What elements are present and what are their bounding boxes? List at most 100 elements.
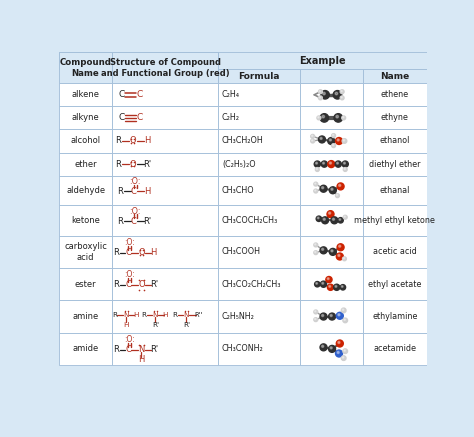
- Bar: [300, 106, 363, 129]
- Text: R': R': [152, 322, 159, 328]
- Bar: [112, 106, 218, 129]
- Bar: [218, 153, 300, 176]
- Text: amine: amine: [73, 312, 99, 321]
- Text: R: R: [113, 345, 119, 354]
- Text: Structure of Compound
and Functional Group (red): Structure of Compound and Functional Gro…: [101, 58, 229, 77]
- Bar: [300, 236, 363, 268]
- Circle shape: [319, 90, 322, 94]
- Circle shape: [332, 134, 336, 138]
- Circle shape: [328, 313, 336, 320]
- Text: :O:: :O:: [129, 177, 141, 186]
- Text: diethyl ether: diethyl ether: [369, 160, 420, 169]
- Circle shape: [338, 314, 340, 316]
- Bar: [363, 69, 427, 83]
- Bar: [363, 106, 427, 129]
- Circle shape: [314, 310, 318, 314]
- Circle shape: [320, 247, 327, 254]
- Circle shape: [341, 90, 342, 92]
- Circle shape: [338, 341, 340, 343]
- Text: acetamide: acetamide: [374, 344, 416, 354]
- Text: H: H: [144, 187, 150, 195]
- Circle shape: [315, 244, 316, 245]
- Bar: [112, 268, 218, 300]
- Circle shape: [335, 285, 337, 287]
- Text: H: H: [144, 136, 150, 146]
- Bar: [363, 83, 427, 106]
- Circle shape: [343, 215, 347, 219]
- Text: R: R: [115, 136, 121, 146]
- Circle shape: [323, 162, 325, 164]
- Circle shape: [335, 161, 341, 167]
- Circle shape: [343, 117, 344, 118]
- Text: ethyl acetate: ethyl acetate: [368, 280, 421, 289]
- Circle shape: [337, 183, 344, 190]
- Bar: [300, 176, 363, 205]
- Bar: [59, 268, 112, 300]
- Bar: [218, 52, 427, 69]
- Bar: [112, 300, 218, 333]
- Text: Formula: Formula: [238, 72, 280, 81]
- Bar: [300, 83, 363, 106]
- Text: O: O: [138, 248, 145, 257]
- Text: CH₃CHO: CH₃CHO: [222, 186, 255, 195]
- Text: O: O: [138, 281, 145, 289]
- Circle shape: [311, 135, 315, 138]
- Text: ketone: ketone: [71, 216, 100, 225]
- Text: methyl ethyl ketone: methyl ethyl ketone: [355, 216, 435, 225]
- Text: C: C: [125, 281, 131, 289]
- Text: :O:: :O:: [124, 271, 135, 280]
- Text: R': R': [183, 322, 190, 328]
- Circle shape: [319, 97, 320, 98]
- Circle shape: [332, 144, 336, 148]
- Bar: [218, 333, 300, 365]
- Circle shape: [342, 357, 344, 358]
- Bar: [59, 236, 112, 268]
- Circle shape: [316, 283, 318, 284]
- Circle shape: [319, 90, 320, 92]
- Circle shape: [311, 139, 315, 143]
- Bar: [218, 83, 300, 106]
- Bar: [218, 69, 300, 83]
- Circle shape: [340, 90, 344, 94]
- Bar: [300, 69, 363, 83]
- Text: ethyne: ethyne: [381, 113, 409, 122]
- Bar: [363, 205, 427, 236]
- Bar: [59, 52, 218, 69]
- Text: amide: amide: [73, 344, 99, 354]
- Circle shape: [328, 212, 331, 214]
- Bar: [59, 205, 112, 236]
- Bar: [59, 333, 112, 365]
- Circle shape: [327, 211, 334, 218]
- Text: C₂H₂: C₂H₂: [222, 113, 240, 122]
- Circle shape: [315, 183, 316, 184]
- Text: :O:: :O:: [124, 335, 135, 344]
- Text: R': R': [144, 217, 152, 225]
- Text: R: R: [115, 160, 121, 169]
- Circle shape: [333, 90, 342, 99]
- Text: Name: Name: [380, 72, 410, 81]
- Circle shape: [341, 97, 342, 98]
- Circle shape: [329, 285, 331, 287]
- Text: C₂H₅NH₂: C₂H₅NH₂: [222, 312, 255, 321]
- Circle shape: [321, 90, 329, 99]
- Text: R: R: [141, 312, 146, 318]
- Bar: [112, 52, 218, 83]
- Text: N: N: [123, 312, 128, 318]
- Bar: [59, 83, 112, 106]
- Circle shape: [337, 253, 343, 260]
- Circle shape: [330, 347, 332, 349]
- Text: C: C: [125, 345, 131, 354]
- Text: alcohol: alcohol: [71, 136, 100, 146]
- Bar: [218, 129, 300, 153]
- Text: Compound
Name: Compound Name: [60, 58, 111, 77]
- Text: R'': R'': [194, 312, 203, 318]
- Text: CH₃COOH: CH₃COOH: [222, 247, 261, 257]
- Text: O: O: [129, 160, 136, 169]
- Circle shape: [338, 184, 341, 187]
- Text: R: R: [112, 312, 117, 318]
- Circle shape: [326, 277, 332, 283]
- Text: C: C: [125, 248, 131, 257]
- Text: ethene: ethene: [381, 90, 409, 99]
- Circle shape: [317, 116, 321, 120]
- Circle shape: [315, 190, 316, 191]
